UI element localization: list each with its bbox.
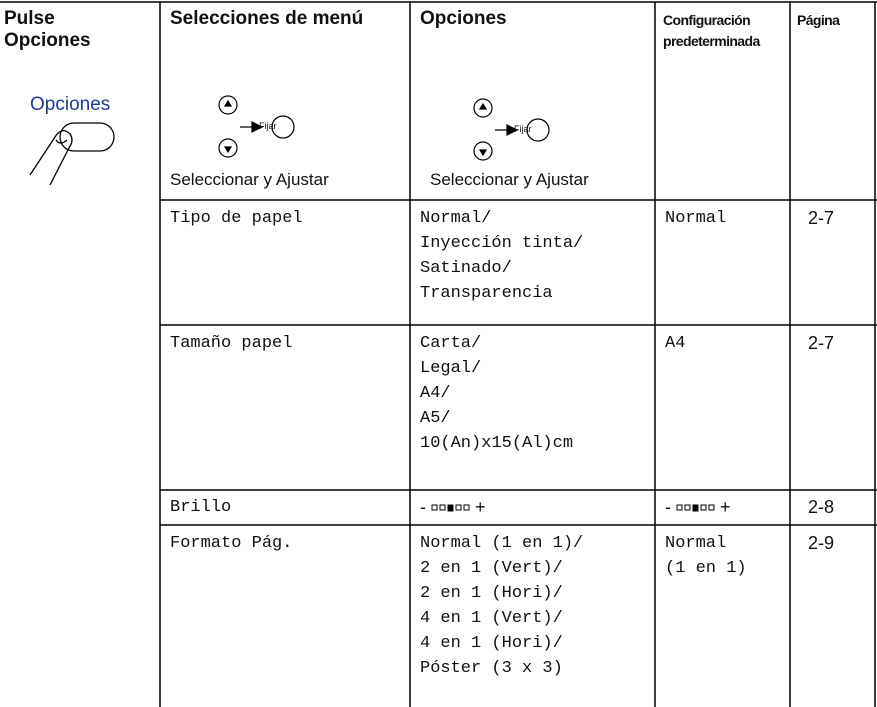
page-number: 2-7 <box>808 333 835 353</box>
header-title: Configuración predeterminada <box>663 12 760 49</box>
default-value: Normal <box>665 209 727 228</box>
caption: Seleccionar y Ajustar <box>170 170 329 189</box>
option: Póster (3 x 3) <box>420 659 563 678</box>
option: Normal/ <box>420 209 492 228</box>
option: Normal (1 en 1)/ <box>420 534 584 553</box>
finger-icon <box>29 122 115 186</box>
option: 10(An)x15(Al)cm <box>420 434 574 453</box>
header-title: Selecciones de menú <box>170 8 364 29</box>
default-value: (1 en 1) <box>665 559 747 578</box>
option: 4 en 1 (Vert)/ <box>420 609 563 628</box>
brightness-minus: - <box>420 497 426 517</box>
option: Inyección tinta/ <box>420 234 584 253</box>
menu-item: Brillo <box>170 498 232 517</box>
option: Satinado/ <box>420 259 512 278</box>
brightness-plus: + <box>475 497 486 517</box>
page-number: 2-7 <box>808 208 835 228</box>
menu-item: Formato Pág. <box>170 534 293 553</box>
option: Legal/ <box>420 359 482 378</box>
button-label: Opciones <box>30 94 111 115</box>
menu-item: Tamaño papel <box>170 334 293 353</box>
default-value: A4 <box>665 334 686 353</box>
header-title: Página <box>797 12 840 28</box>
header-title: Opciones <box>420 8 507 29</box>
menu-item: Tipo de papel <box>170 209 303 228</box>
page-number: 2-9 <box>808 533 835 553</box>
button-label: Fijar <box>259 121 277 131</box>
option: 4 en 1 (Hori)/ <box>420 634 563 653</box>
option: 2 en 1 (Vert)/ <box>420 559 563 578</box>
brightness-minus: - <box>665 497 671 517</box>
caption: Seleccionar y Ajustar <box>430 170 589 189</box>
button-label: Fijar <box>514 124 532 134</box>
option: Transparencia <box>420 284 553 303</box>
option: 2 en 1 (Hori)/ <box>420 584 563 603</box>
page-number: 2-8 <box>808 497 835 517</box>
brightness-scale <box>431 504 715 512</box>
default-value: Normal <box>665 534 727 553</box>
option: A4/ <box>420 384 451 403</box>
option: Carta/ <box>420 334 482 353</box>
option: A5/ <box>420 409 451 428</box>
menu-buttons-icon <box>218 95 550 161</box>
header-title: Pulse Opciones <box>4 8 91 51</box>
brightness-plus: + <box>720 497 731 517</box>
